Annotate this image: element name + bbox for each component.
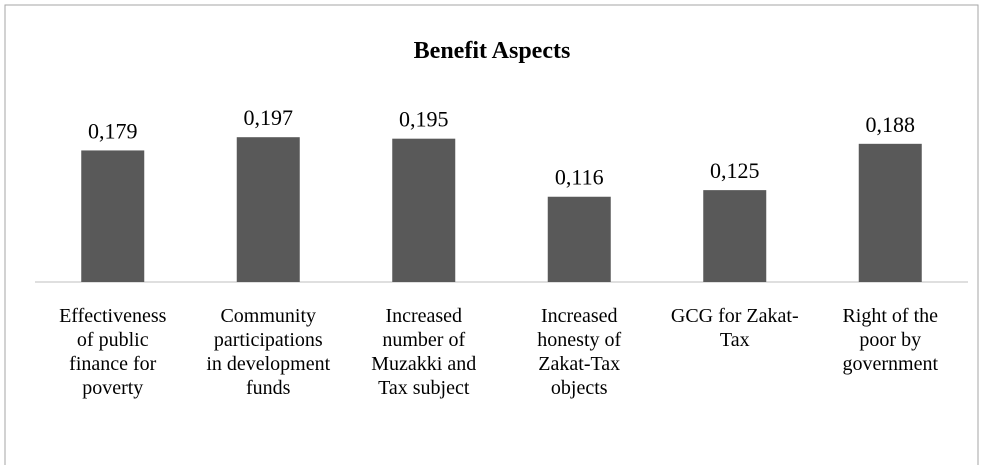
x-tick-label: Effectiveness of public finance for pove… bbox=[59, 305, 167, 399]
value-label: 0,116 bbox=[555, 165, 604, 190]
value-label: 0,125 bbox=[710, 158, 760, 183]
bar bbox=[392, 138, 456, 282]
x-tick-label: Increased number of Muzakki and Tax subj… bbox=[371, 305, 477, 399]
bar bbox=[858, 143, 922, 282]
chart-border bbox=[4, 4, 979, 465]
value-label: 0,179 bbox=[88, 118, 138, 143]
x-tick-label: Increased honesty of Zakat-Tax objects bbox=[537, 305, 622, 399]
value-label: 0,188 bbox=[866, 112, 916, 137]
bar bbox=[236, 137, 300, 282]
chart-title: Benefit Aspects bbox=[414, 38, 571, 64]
x-tick-label: Right of the poor by government bbox=[842, 305, 939, 375]
value-label: 0,195 bbox=[399, 107, 449, 132]
x-tick-label: GCG for Zakat-Tax bbox=[670, 305, 799, 351]
bar bbox=[81, 150, 145, 282]
bar bbox=[547, 196, 611, 282]
x-tick-label: Community participations in development … bbox=[206, 305, 331, 399]
bar bbox=[703, 190, 767, 282]
value-label: 0,197 bbox=[244, 105, 294, 130]
